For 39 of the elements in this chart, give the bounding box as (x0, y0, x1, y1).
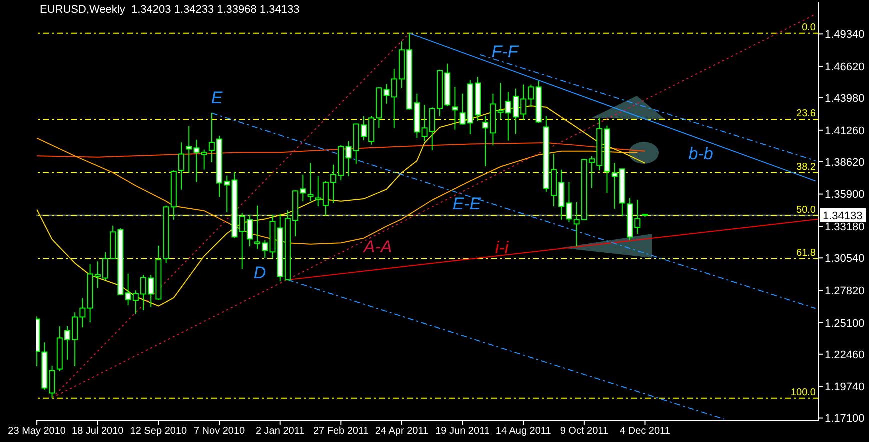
chart-title: EURUSD,Weekly 1.34203 1.34233 1.33968 1.34133 (40, 4, 300, 16)
y-tick-label: 1.22460 (825, 349, 865, 362)
annotation: D (254, 264, 266, 282)
y2-tick-label: 100.0 (790, 387, 816, 398)
x-tick-label: 19 Jun 2011 (436, 426, 490, 438)
y2-tick-label: 0.0 (802, 22, 816, 34)
annotation: A-A (362, 238, 392, 256)
x-tick-label: 27 Feb 2011 (313, 426, 370, 438)
y-tick-label: 1.19740 (825, 382, 865, 394)
y-tick-label: 1.27820 (825, 285, 865, 298)
annotation: b-b (688, 144, 714, 164)
x-tick-label: 24 Apr 2011 (375, 426, 430, 438)
x-tick-label: 7 Nov 2010 (194, 426, 246, 438)
annotation: E (211, 88, 224, 108)
y-tick-label: 1.33180 (825, 222, 865, 234)
y-tick-label: 1.41260 (825, 125, 865, 138)
x-tick-label: 23 May 2010 (8, 426, 66, 438)
y2-tick-label: 61.8 (796, 248, 816, 259)
y-tick-label: 1.38620 (825, 156, 865, 169)
x-tick-label: 2 Jan 2011 (256, 426, 306, 438)
annotation: E-E (452, 194, 482, 214)
y2-tick-label: 38.2 (796, 162, 816, 173)
y-tick-label: 1.25100 (825, 318, 865, 330)
annotation: i-i (495, 238, 510, 258)
y-tick-label: 1.30540 (825, 253, 865, 266)
x-tick-label: 14 Aug 2011 (496, 426, 552, 438)
x-tick-label: 9 Oct 2011 (560, 426, 609, 438)
ref-line-label: 1.34133 (823, 210, 863, 222)
x-tick-label: 12 Sep 2010 (130, 426, 188, 438)
y-tick-label: 1.35900 (825, 189, 865, 202)
y-tick-label: 1.46620 (825, 61, 865, 74)
y-tick-label: 1.17100 (825, 413, 865, 426)
y-tick-label: 1.43980 (825, 92, 865, 105)
y2-tick-label: 50.0 (796, 204, 816, 216)
x-tick-label: 4 Dec 2011 (620, 426, 671, 438)
x-tick-label: 18 Jul 2010 (72, 426, 124, 438)
y-tick-label: 1.49340 (825, 29, 865, 42)
y2-tick-label: 23.6 (796, 108, 816, 120)
annotation: F-F (492, 42, 520, 62)
